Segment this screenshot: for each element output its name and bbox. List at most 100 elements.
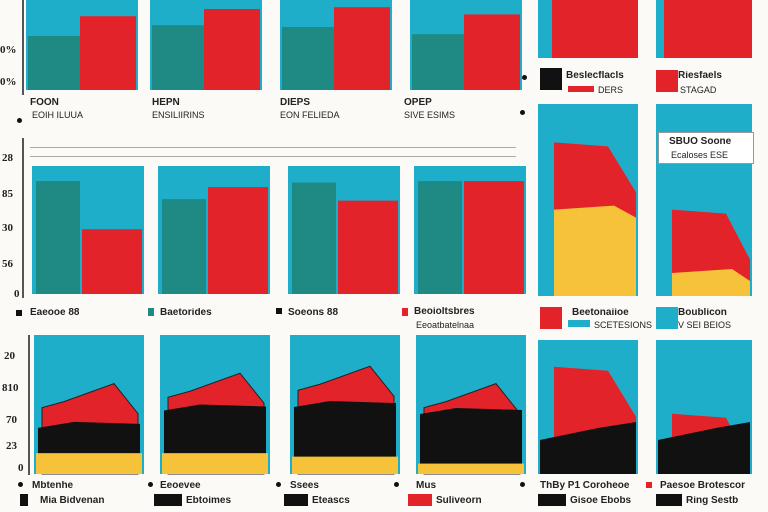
- callout-sub: Ecaloses ESE: [671, 150, 729, 160]
- footer-label-5: Paesoe Brotescor: [660, 481, 746, 491]
- footer-sub-5: Ring Sestb: [686, 496, 739, 506]
- top-caption-sub-1: ENSILIIRINS: [152, 110, 205, 120]
- right-area-yellow-0-0: [554, 205, 636, 296]
- bottom-area-black-2: [294, 401, 396, 474]
- bullet-dot-3: [17, 118, 22, 123]
- footer-dot-1: [148, 482, 153, 487]
- footer-label-1: Eeoevee: [160, 481, 201, 491]
- mid-bar-red-0: [82, 229, 142, 294]
- right-legend-sw-0b: [568, 320, 590, 327]
- right-legend-1: Boublicon: [678, 308, 727, 318]
- right-legend-1-sub: V SEI BEIOS: [678, 320, 732, 330]
- right-area-black-1-0: [540, 422, 636, 474]
- mid-legend-3: Beoioltsbres: [414, 307, 475, 317]
- top-y-tick-1: 0%: [0, 76, 17, 88]
- top-caption-sub-0: EOIH ILUUA: [32, 110, 84, 120]
- right-legend-sw-1: [656, 307, 678, 329]
- bullet-dot-2: [520, 110, 525, 115]
- top-y-tick-0: 0%: [0, 44, 17, 56]
- bottom-axis-left: [28, 335, 30, 475]
- mid-bar-red-2: [338, 200, 398, 294]
- mid-legend-1: Baetorides: [160, 308, 212, 318]
- mid-bar-teal-2: [292, 182, 336, 294]
- mid-bar-teal-1: [162, 199, 206, 294]
- top-bar-teal-2: [282, 27, 334, 90]
- mid-axis-left: [22, 138, 24, 298]
- top-caption-sub-2: EON FELIEDA: [280, 110, 340, 120]
- footer-sw-4: [538, 494, 566, 506]
- footer-sw-2: [284, 494, 308, 506]
- mid-legend-sw-1: [148, 308, 154, 316]
- bottom-area-yellow-2: [292, 456, 398, 474]
- mid-bar-teal-0: [36, 181, 80, 294]
- bottom-y-tick-2: 70: [6, 414, 17, 426]
- footer-label-3: Mus: [416, 481, 436, 491]
- legend-b-title: Riesfaels: [678, 71, 722, 81]
- footer-sub-3: Suliveorn: [436, 496, 482, 506]
- footer-dot-2: [276, 482, 281, 487]
- right-legend-0-sub: SCETESIONS: [594, 320, 653, 330]
- bottom-y-tick-1: 810: [2, 382, 19, 394]
- bottom-area-yellow-0: [36, 453, 142, 474]
- mid-divider-2: [30, 156, 516, 157]
- bullet-dot-1: [522, 75, 527, 80]
- mid-legend-sw-0: [16, 310, 22, 316]
- bottom-y-tick-0: 20: [4, 350, 15, 362]
- top-bar-red-0: [80, 16, 136, 91]
- mid-legend-0: Eaeooe 88: [30, 308, 80, 318]
- mid-legend-sw-3: [402, 308, 408, 316]
- footer-sub-2: Eteascs: [312, 496, 350, 506]
- top-caption-title-3: OPEP: [404, 98, 432, 108]
- mid-y-tick-0: 28: [2, 152, 13, 164]
- legend-a-sub: DERS: [598, 85, 624, 95]
- top-bar-red-2: [334, 7, 390, 91]
- footer-sub-4: Gisoe Ebobs: [570, 496, 632, 506]
- mid-y-tick-2: 30: [2, 222, 13, 234]
- top-caption-title-1: HEPN: [152, 98, 180, 108]
- top-bar-teal-1: [152, 25, 204, 91]
- footer-dot-0: [18, 482, 23, 487]
- mid-bar-red-3: [464, 181, 524, 294]
- legend-bar-red: [568, 86, 594, 92]
- legend-b-sub: STAGAD: [680, 85, 717, 95]
- mid-y-tick-4: 0: [14, 288, 20, 300]
- top-bar-red-3: [464, 14, 520, 90]
- top-axis-left: [22, 0, 24, 95]
- footer-sw-5a: [646, 482, 652, 488]
- callout-box: SBUO Soone Ecaloses ESE: [658, 132, 754, 164]
- right-area-black-1-1: [658, 422, 750, 474]
- legend-a-title: Beslecflacls: [566, 71, 624, 81]
- bottom-area-black-3: [420, 407, 522, 474]
- bottom-area-yellow-3: [418, 463, 524, 474]
- footer-sub-1: Ebtoimes: [186, 496, 232, 506]
- footer-label-4: ThBy P1 Coroheoe: [540, 481, 630, 491]
- mid-legend-2: Soeons 88: [288, 308, 339, 318]
- footer-sw-1: [154, 494, 182, 506]
- legend-swatch-red: [656, 70, 678, 92]
- mid-legend-sw-2: [276, 308, 282, 314]
- footer-label-0: Mbtenhe: [32, 481, 74, 491]
- footer-sw-3: [408, 494, 432, 506]
- mid-divider: [30, 147, 516, 148]
- footer-sw-0: [20, 494, 28, 506]
- top-bar-teal-3: [412, 34, 464, 90]
- top-bar-red-1: [204, 9, 260, 90]
- top-caption-title-0: FOON: [30, 98, 59, 108]
- right-area-yellow-0-1: [672, 268, 750, 296]
- mid-bar-red-1: [208, 187, 268, 294]
- bottom-y-tick-4: 0: [18, 462, 24, 474]
- right-legend-0: Beetonaiioe: [572, 308, 629, 318]
- top-bar-teal-0: [28, 36, 80, 90]
- footer-label-2: Ssees: [290, 481, 319, 491]
- right-top-bar-1: [664, 0, 752, 58]
- mid-y-tick-1: 85: [2, 188, 13, 200]
- top-caption-title-2: DIEPS: [280, 98, 311, 108]
- bottom-y-tick-3: 23: [6, 440, 17, 452]
- right-legend-sw-0: [540, 307, 562, 329]
- top-caption-sub-3: SIVE ESIMS: [404, 110, 456, 120]
- mid-bar-teal-3: [418, 181, 462, 294]
- footer-sw-5: [656, 494, 682, 506]
- mid-y-tick-3: 56: [2, 258, 13, 270]
- footer-dot-4: [520, 482, 525, 487]
